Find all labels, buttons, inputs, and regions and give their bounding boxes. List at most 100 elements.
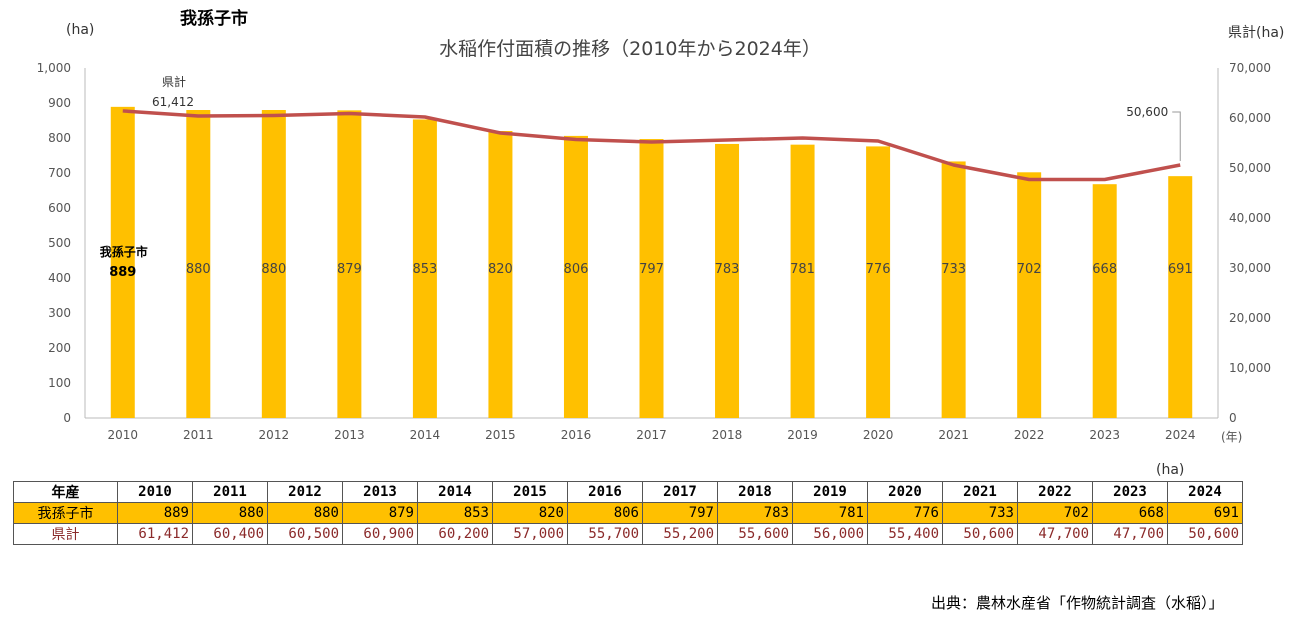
- right-axis-unit: 県計(ha): [1228, 25, 1285, 41]
- table-year-header: 2011: [192, 481, 268, 503]
- table-year-header: 2023: [1092, 481, 1168, 503]
- bar: [186, 110, 211, 418]
- bar: [563, 135, 588, 418]
- x-axis-unit: (年): [1221, 430, 1242, 444]
- table-year-header: 2010: [117, 481, 193, 503]
- table-cell: 691: [1167, 502, 1243, 524]
- x-tick-label: 2020: [863, 428, 894, 442]
- table-cell: 55,400: [867, 523, 943, 545]
- left-tick-label: 700: [48, 166, 71, 180]
- bar: [337, 110, 362, 418]
- table-cell: 55,700: [567, 523, 643, 545]
- bar: [941, 161, 966, 418]
- left-tick-label: 300: [48, 306, 71, 320]
- table-cell: 702: [1017, 502, 1093, 524]
- bar: [866, 146, 891, 418]
- right-tick-label: 40,000: [1229, 211, 1271, 225]
- table-cell: 879: [342, 502, 418, 524]
- bar-value-label: 853: [412, 262, 437, 277]
- table-cell: 806: [567, 502, 643, 524]
- bar: [1092, 184, 1117, 418]
- left-tick-label: 500: [48, 236, 71, 250]
- x-tick-label: 2018: [712, 428, 743, 442]
- prefecture-line: [122, 109, 1181, 182]
- left-tick-label: 1,000: [37, 61, 71, 75]
- table-cell: 781: [792, 502, 868, 524]
- bar: [715, 143, 740, 418]
- table-cell: 60,500: [267, 523, 343, 545]
- bar-value-label: 806: [564, 262, 589, 277]
- line-callout-name: 県計: [162, 74, 186, 89]
- table-cell: 880: [267, 502, 343, 524]
- table-cell: 50,600: [942, 523, 1018, 545]
- table-cell: 60,200: [417, 523, 493, 545]
- right-tick-label: 10,000: [1229, 361, 1271, 375]
- table-year-header: 2014: [417, 481, 493, 503]
- left-tick-label: 600: [48, 201, 71, 215]
- bar-value-label: 783: [715, 262, 740, 277]
- left-tick-label: 0: [63, 411, 71, 425]
- table-year-header: 2020: [867, 481, 943, 503]
- table-year-header: 2012: [267, 481, 343, 503]
- bar-value-label: 668: [1092, 262, 1117, 277]
- table-cell: 668: [1092, 502, 1168, 524]
- right-tick-label: 0: [1229, 411, 1237, 425]
- table-cell: 50,600: [1167, 523, 1243, 545]
- table-year-header: 2021: [942, 481, 1018, 503]
- table-cell: 56,000: [792, 523, 868, 545]
- x-tick-label: 2023: [1089, 428, 1120, 442]
- x-tick-label: 2017: [636, 428, 667, 442]
- left-tick-label: 900: [48, 96, 71, 110]
- x-tick-label: 2011: [183, 428, 214, 442]
- right-tick-label: 30,000: [1229, 261, 1271, 275]
- table-row-city: 我孫子市 889 880 880 879 853 820 806 797 783 781 776 73…: [13, 502, 1243, 524]
- left-tick-label: 400: [48, 271, 71, 285]
- bar-value-label: 880: [186, 262, 211, 277]
- x-tick-label: 2013: [334, 428, 365, 442]
- table-cell: 55,600: [717, 523, 793, 545]
- table-cell: 47,700: [1092, 523, 1168, 545]
- bar: [412, 119, 437, 418]
- table-cell: 47,700: [1017, 523, 1093, 545]
- table-cell: 60,400: [192, 523, 268, 545]
- table-year-header: 2016: [567, 481, 643, 503]
- table-header-row: 年産 2010 2011 2012 2013 2014 2015 2016 2017 2018 2…: [13, 481, 1243, 503]
- bar: [488, 131, 513, 418]
- chart-canvas: 0 100 200 300 400 500 600 700 800 900 1,000 0 10,000…: [37, 61, 1271, 444]
- table-cell: 776: [867, 502, 943, 524]
- left-tick-label: 100: [48, 376, 71, 390]
- right-tick-label: 50,000: [1229, 161, 1271, 175]
- x-tick-label: 2012: [259, 428, 290, 442]
- bar: [1017, 172, 1042, 418]
- table-row-label: 県計: [13, 523, 118, 545]
- data-table: 年産 2010 2011 2012 2013 2014 2015 2016 2017 2018 2…: [13, 481, 1243, 545]
- bar-value-label: 733: [941, 262, 966, 277]
- bar-value-label: 879: [337, 262, 362, 277]
- table-header-label: 年産: [13, 481, 118, 503]
- right-tick-label: 60,000: [1229, 111, 1271, 125]
- table-cell: 61,412: [117, 523, 193, 545]
- left-axis-unit: (ha): [66, 22, 95, 38]
- left-tick-label: 200: [48, 341, 71, 355]
- x-tick-label: 2019: [787, 428, 818, 442]
- table-row-label: 我孫子市: [13, 502, 118, 524]
- table-year-header: 2022: [1017, 481, 1093, 503]
- x-tick-label: 2022: [1014, 428, 1045, 442]
- x-tick-label: 2010: [107, 428, 138, 442]
- bar-value-label: 702: [1017, 262, 1042, 277]
- bar: [261, 110, 286, 418]
- table-cell: 853: [417, 502, 493, 524]
- right-tick-label: 20,000: [1229, 311, 1271, 325]
- table-year-header: 2013: [342, 481, 418, 503]
- right-tick-label: 70,000: [1229, 61, 1271, 75]
- table-cell: 880: [192, 502, 268, 524]
- table-cell: 889: [117, 502, 193, 524]
- bar-value-label: 691: [1168, 262, 1193, 277]
- table-year-header: 2018: [717, 481, 793, 503]
- table-cell: 57,000: [492, 523, 568, 545]
- x-tick-label: 2015: [485, 428, 516, 442]
- bar-callout-name: 我孫子市: [100, 244, 148, 259]
- line-callout-start-value: 61,412: [152, 95, 194, 109]
- table-year-header: 2017: [642, 481, 718, 503]
- left-tick-label: 800: [48, 131, 71, 145]
